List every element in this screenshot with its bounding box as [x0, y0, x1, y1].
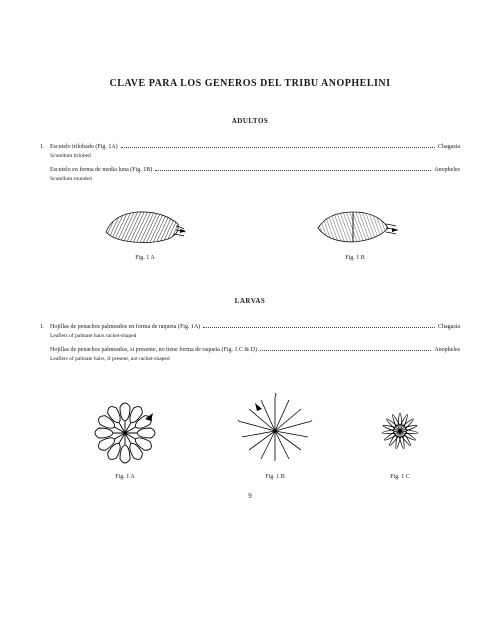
page-number: 9: [40, 492, 460, 500]
key-line: 1. Escutelo trilobado (Fig. 1A) Chagasia: [40, 143, 460, 152]
figure-item: Fig. 1 B: [308, 204, 403, 261]
figure-row-adults: Fig. 1 A Fig. 1 B: [40, 204, 460, 261]
entry-number: 1.: [40, 143, 50, 152]
key-entry: Hojillas de penachos palmeados, si prese…: [40, 346, 460, 363]
entry-subtext: Leaflets of palmate hairs, if present, n…: [50, 355, 460, 363]
palmate-racket-icon: [65, 383, 185, 468]
palmate-simple-icon: [235, 383, 315, 468]
figure-row-larvae: Fig. 1 A: [40, 383, 460, 480]
key-line: Hojillas de penachos palmeados, si prese…: [40, 346, 460, 355]
entry-target: Anopheles: [434, 166, 460, 175]
figure-caption: Fig. 1 B: [235, 474, 315, 480]
entry-lead: Escutelo trilobado (Fig. 1A): [50, 143, 118, 152]
entry-subtext: Leaflets of palmate hairs racket-shaped: [50, 332, 460, 340]
key-line: 1. Hojillas de penachos palmeados en for…: [40, 323, 460, 332]
figure-item: Fig. 1 B: [235, 383, 315, 480]
key-entry: 1. Escutelo trilobado (Fig. 1A) Chagasia…: [40, 143, 460, 160]
leader-dots: [155, 170, 431, 171]
figure-caption: Fig. 1 A: [65, 474, 185, 480]
entry-lead: Escutelo en forma de media luna (Fig. 1B…: [50, 166, 152, 175]
entry-subtext: Scutellum rounded: [50, 175, 460, 183]
key-line: Escutelo en forma de media luna (Fig. 1B…: [40, 166, 460, 175]
entry-lead: Hojillas de penachos palmeados, si prese…: [50, 346, 257, 355]
figure-item: Fig. 1 C: [365, 383, 435, 480]
figure-item: Fig. 1 A: [65, 383, 185, 480]
leader-dots: [203, 327, 435, 328]
palmate-lanceolate-icon: [365, 383, 435, 468]
key-entry: 1. Hojillas de penachos palmeados en for…: [40, 323, 460, 340]
scutellum-trilobed-icon: [98, 204, 193, 249]
page-title: CLAVE PARA LOS GENEROS DEL TRIBU ANOPHEL…: [40, 78, 460, 89]
entry-target: Anopheles: [434, 346, 460, 355]
figure-item: Fig. 1 A: [98, 204, 193, 261]
figure-caption: Fig. 1 C: [365, 474, 435, 480]
entry-lead: Hojillas de penachos palmeados en forma …: [50, 323, 200, 332]
entry-number: 1.: [40, 323, 50, 332]
section-header-adults: ADULTOS: [40, 117, 460, 125]
leader-dots: [260, 350, 431, 351]
entry-target: Chagasia: [438, 143, 460, 152]
leader-dots: [121, 147, 435, 148]
figure-caption: Fig. 1 B: [308, 255, 403, 261]
entry-subtext: Scutellum trilobed: [50, 152, 460, 160]
scutellum-rounded-icon: [308, 204, 403, 249]
key-entry: Escutelo en forma de media luna (Fig. 1B…: [40, 166, 460, 183]
entry-target: Chagasia: [438, 323, 460, 332]
section-header-larvae: LARVAS: [40, 297, 460, 305]
figure-caption: Fig. 1 A: [98, 255, 193, 261]
